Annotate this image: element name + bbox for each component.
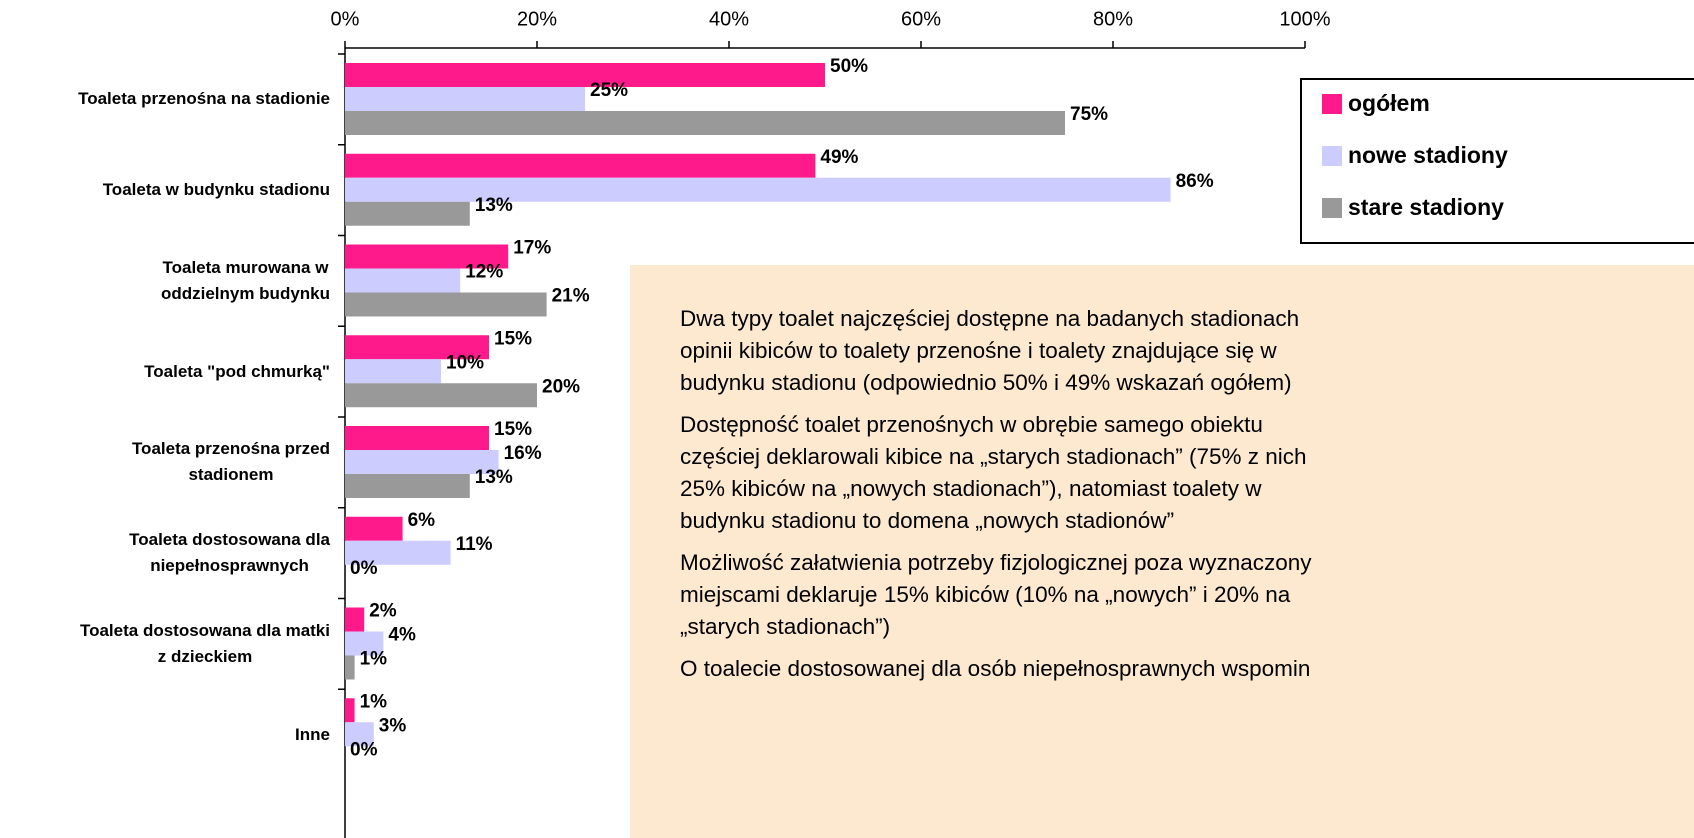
bar [345, 335, 489, 360]
value-label: 25% [590, 80, 628, 101]
value-label: 3% [379, 715, 407, 736]
bar [345, 631, 384, 656]
legend-swatch [1322, 197, 1342, 218]
value-label: 13% [475, 467, 513, 488]
bar [345, 516, 403, 541]
bar [345, 244, 509, 269]
category-label: Inne [295, 724, 330, 744]
bar [345, 111, 1065, 135]
bar [345, 177, 1171, 202]
x-tick-label: 0% [331, 8, 360, 30]
x-tick-label: 20% [517, 8, 557, 30]
bar [345, 383, 537, 408]
bar [345, 292, 547, 317]
legend-swatch [1322, 93, 1342, 114]
legend-swatch [1322, 145, 1342, 166]
legend-item: stare stadiony [1322, 194, 1504, 221]
value-label: 0% [350, 558, 378, 579]
bar [345, 655, 355, 680]
annotation-text: Dostępność toalet przenośnych w obrębie … [680, 412, 1307, 533]
value-label: 4% [388, 625, 416, 646]
bar [345, 698, 355, 723]
value-label: 2% [369, 601, 397, 622]
value-label: 75% [1070, 104, 1108, 125]
value-label: 13% [475, 195, 513, 216]
value-label: 0% [350, 739, 378, 760]
bar [345, 268, 461, 293]
x-tick-label: 60% [901, 8, 941, 30]
value-label: 11% [456, 534, 493, 555]
annotation-box: Dwa typy toalet najczęściej dostępne na … [630, 265, 1694, 838]
bar [345, 359, 441, 384]
bar [345, 474, 470, 498]
x-tick-label: 40% [709, 8, 749, 30]
x-tick-label: 80% [1093, 8, 1133, 30]
bar [345, 607, 365, 632]
value-label: 86% [1176, 171, 1214, 192]
legend: ogółem nowe stadiony stare stadiony [1300, 78, 1694, 244]
value-label: 15% [494, 419, 532, 440]
value-label: 6% [408, 510, 436, 531]
value-label: 21% [552, 286, 590, 307]
bar [345, 201, 470, 226]
value-label: 1% [360, 649, 388, 670]
value-label: 1% [360, 691, 388, 712]
bar [345, 426, 489, 450]
value-label: 49% [820, 147, 858, 168]
bar [345, 722, 374, 747]
annotation-text: Dwa typy toalet najczęściej dostępne na … [680, 306, 1300, 395]
category-label: Toaleta "pod chmurką" [144, 361, 330, 381]
legend-item: nowe stadiony [1322, 142, 1508, 169]
value-label: 15% [494, 328, 532, 349]
bar [345, 450, 499, 474]
value-label: 20% [542, 376, 580, 397]
category-label: Toaleta dostosowana dla niepełnosprawnyc… [129, 530, 330, 576]
legend-label: stare stadiony [1348, 194, 1504, 220]
legend-label: nowe stadiony [1348, 142, 1508, 168]
annotation-text: Możliwość załatwienia potrzeby fizjologi… [680, 550, 1312, 639]
x-tick-label: 100% [1279, 8, 1330, 30]
bar [345, 87, 585, 111]
bar [345, 63, 825, 87]
value-label: 17% [513, 238, 551, 259]
category-label: Toaleta w budynku stadionu [102, 180, 330, 200]
annotation-text: O toalecie dostosowanej dla osób niepełn… [680, 656, 1311, 681]
legend-label: ogółem [1348, 90, 1430, 116]
value-label: 10% [446, 352, 484, 373]
value-label: 16% [504, 443, 542, 464]
category-label: Toaleta przenośna przed stadionem [131, 439, 330, 485]
category-label: Toaleta murowana w oddzielnym budynku [160, 257, 330, 303]
bar [345, 540, 451, 565]
category-label: Toaleta przenośna na stadionie [78, 89, 330, 109]
bar [345, 153, 816, 178]
value-label: 50% [830, 56, 868, 77]
value-label: 12% [465, 262, 503, 283]
legend-item: ogółem [1322, 90, 1430, 117]
category-label: Toaleta dostosowana dla matki z dzieckie… [79, 620, 330, 666]
